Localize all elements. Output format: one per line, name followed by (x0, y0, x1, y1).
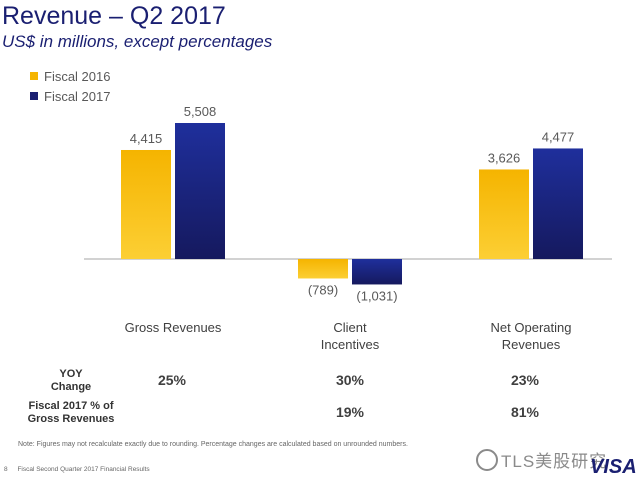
page-footer: 8 Fiscal Second Quarter 2017 Financial R… (4, 466, 158, 473)
yoy-value-client-incentives: 30% (335, 372, 365, 388)
yoy-value-net-operating-revenues: 23% (510, 372, 540, 388)
chart-legend: Fiscal 2016 Fiscal 2017 (30, 66, 110, 106)
bar-fiscal-2016-client-incentives (298, 259, 348, 279)
page-title: Revenue – Q2 2017 (2, 2, 226, 30)
share-value-net-operating-revenues: 81% (510, 404, 540, 420)
legend-item-fiscal-2016: Fiscal 2016 (30, 66, 110, 86)
legend-item-fiscal-2017: Fiscal 2017 (30, 86, 110, 106)
data-label-fiscal-2017-gross-revenues: 5,508 (184, 104, 217, 119)
data-label-fiscal-2016-net-operating-revenues: 3,626 (488, 150, 521, 165)
bar-fiscal-2017-gross-revenues (175, 123, 225, 259)
page-number: 8 (4, 466, 8, 473)
fiscal-2017-share-label: Fiscal 2017 % of Gross Revenues (16, 400, 126, 426)
data-label-fiscal-2017-client-incentives: (1,031) (356, 288, 397, 303)
yoy-change-label: YOY Change (26, 368, 116, 394)
data-label-fiscal-2017-net-operating-revenues: 4,477 (542, 129, 575, 144)
category-label-gross-revenues: Gross Revenues (125, 320, 222, 335)
legend-label-fiscal-2016: Fiscal 2016 (44, 68, 111, 84)
category-label-net-operating-revenues: Net Operating Revenues (491, 320, 572, 352)
legend-swatch-fiscal-2017 (30, 92, 38, 100)
footer-text: Fiscal Second Quarter 2017 Financial Res… (17, 466, 150, 473)
category-label-client-incentives: Client Incentives (321, 320, 380, 352)
bar-fiscal-2017-client-incentives (352, 259, 402, 285)
visa-logo: VISA (590, 456, 637, 478)
wechat-icon (476, 449, 498, 471)
legend-swatch-fiscal-2016 (30, 72, 38, 80)
share-value-client-incentives: 19% (335, 404, 365, 420)
data-label-fiscal-2016-client-incentives: (789) (308, 282, 338, 297)
watermark: TLS美股研究 (476, 447, 607, 472)
page-subtitle: US$ in millions, except percentages (2, 32, 273, 51)
bar-fiscal-2016-net-operating-revenues (479, 169, 529, 259)
legend-label-fiscal-2017: Fiscal 2017 (44, 88, 111, 104)
data-label-fiscal-2016-gross-revenues: 4,415 (130, 131, 163, 146)
yoy-label-line-1: YOY (59, 368, 83, 380)
yoy-label-line-2: Change (50, 381, 92, 393)
watermark-text: TLS美股研究 (501, 452, 608, 471)
share-label-line-2: Gross Revenues (27, 413, 115, 425)
footnote: Note: Figures may not recalculate exactl… (18, 441, 408, 448)
share-label-line-1: Fiscal 2017 % of (28, 400, 114, 412)
yoy-value-gross-revenues: 25% (157, 372, 187, 388)
bar-fiscal-2017-net-operating-revenues (533, 148, 583, 259)
bar-fiscal-2016-gross-revenues (121, 149, 171, 259)
